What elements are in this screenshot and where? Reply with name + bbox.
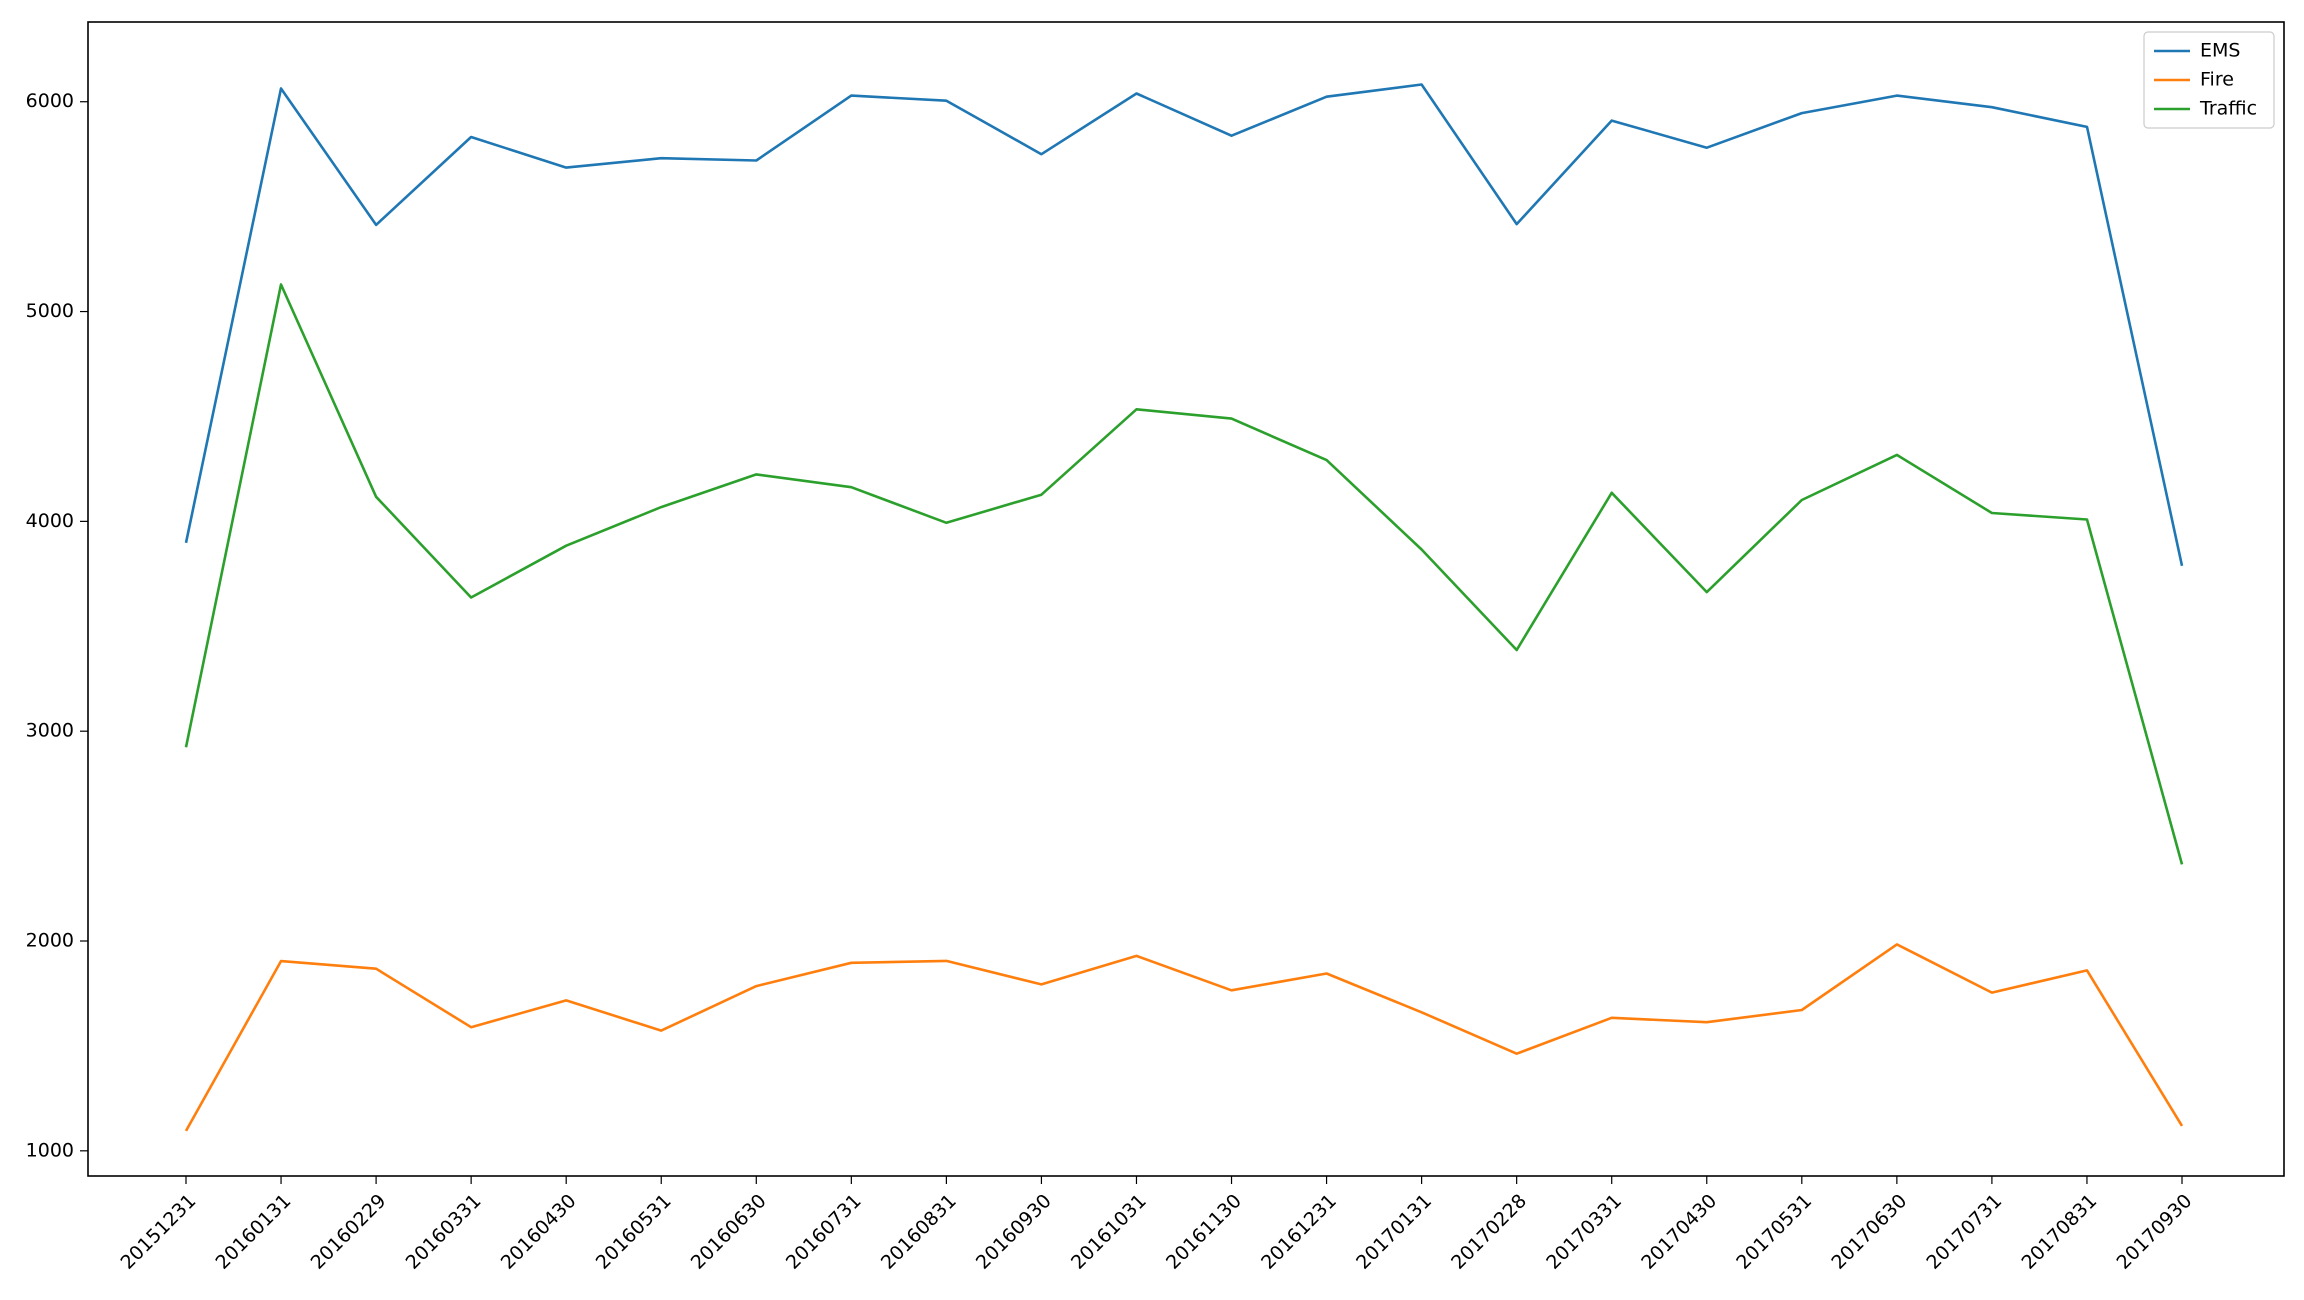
x-tick-label: 20170731 xyxy=(1922,1190,2006,1274)
series-line-fire xyxy=(184,943,2184,1132)
x-tick-label: 20170228 xyxy=(1447,1190,1531,1274)
legend-label-traffic: Traffic xyxy=(2199,98,2257,120)
x-tick-label: 20151231 xyxy=(116,1190,200,1274)
y-tick-label: 2000 xyxy=(26,930,74,952)
legend-label-fire: Fire xyxy=(2200,69,2234,91)
y-tick-label: 5000 xyxy=(26,300,74,322)
x-tick-label: 20160229 xyxy=(307,1190,391,1274)
x-tick-label: 20170630 xyxy=(1827,1190,1911,1274)
x-tick-label: 20160331 xyxy=(402,1190,486,1274)
x-tick-label: 20161031 xyxy=(1067,1190,1151,1274)
x-tick-label: 20160930 xyxy=(972,1190,1056,1274)
legend-box xyxy=(2143,31,2275,129)
x-tick-label: 20170531 xyxy=(1732,1190,1816,1274)
y-axis-ticks: 1000 2000 3000 4000 5000 6000 xyxy=(26,90,88,1161)
x-tick-label: 20170331 xyxy=(1542,1190,1626,1274)
series-lines xyxy=(184,83,2184,1132)
x-axis-ticks: 20151231 20160131 20160229 20160331 20160430… xyxy=(116,1176,2196,1274)
x-tick-label: 20160531 xyxy=(592,1190,676,1274)
series-line-ems xyxy=(184,83,2184,567)
series-line-traffic xyxy=(184,283,2184,865)
x-tick-label: 20170930 xyxy=(2112,1190,2196,1274)
x-tick-label: 20161130 xyxy=(1162,1190,1246,1274)
x-tick-label: 20160731 xyxy=(782,1190,866,1274)
y-tick-label: 1000 xyxy=(26,1139,74,1161)
x-tick-label: 20170430 xyxy=(1637,1190,1721,1274)
x-tick-label: 20170831 xyxy=(2017,1190,2101,1274)
x-tick-label: 20160831 xyxy=(877,1190,961,1274)
y-tick-label: 3000 xyxy=(26,720,74,742)
x-tick-label: 20160131 xyxy=(212,1190,296,1274)
y-tick-label: 6000 xyxy=(26,90,74,112)
legend: EMS Fire Traffic xyxy=(2143,31,2275,129)
x-tick-label: 20170131 xyxy=(1352,1190,1436,1274)
x-tick-label: 20160430 xyxy=(497,1190,581,1274)
x-tick-label: 20160630 xyxy=(687,1190,771,1274)
x-tick-label: 20161231 xyxy=(1257,1190,1341,1274)
legend-label-ems: EMS xyxy=(2200,40,2240,62)
plot-frame xyxy=(87,21,2285,1177)
y-tick-label: 4000 xyxy=(26,510,74,532)
